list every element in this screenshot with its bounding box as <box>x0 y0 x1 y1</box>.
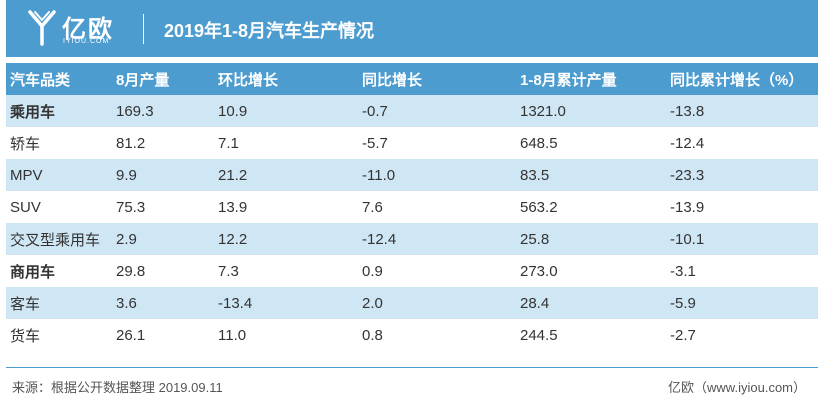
row-category: 交叉型乘用车 <box>10 231 101 249</box>
header-divider <box>143 14 144 44</box>
cell-cumulative-yoy-growth: -10.1 <box>670 230 705 248</box>
table-row: 客车 3.6 -13.4 2.0 28.4 -5.9 <box>6 287 818 319</box>
table-bottom-rule <box>6 367 818 368</box>
cell-cumulative-yoy-growth: -3.1 <box>670 262 696 280</box>
table-row: 乘用车 169.3 10.9 -0.7 1321.0 -13.8 <box>6 95 818 127</box>
cell-august-output: 81.2 <box>116 134 146 152</box>
table-row: 交叉型乘用车 2.9 12.2 -12.4 25.8 -10.1 <box>6 223 818 255</box>
cell-cumulative-output: 273.0 <box>520 262 558 280</box>
cell-cumulative-yoy-growth: -12.4 <box>670 134 705 152</box>
cell-cumulative-yoy-growth: -23.3 <box>670 166 705 184</box>
cell-yoy-growth: -11.0 <box>362 166 396 184</box>
cell-mom-growth: -13.4 <box>218 294 253 312</box>
row-category: MPV <box>10 166 43 184</box>
cell-august-output: 9.9 <box>116 166 137 184</box>
table-row: SUV 75.3 13.9 7.6 563.2 -13.9 <box>6 191 818 223</box>
credit-note: 亿欧（www.iyiou.com） <box>668 380 806 395</box>
column-header-category: 汽车品类 <box>10 71 71 89</box>
row-category: 轿车 <box>10 135 41 153</box>
row-category: 乘用车 <box>10 103 56 121</box>
table-row: 货车 26.1 11.0 0.8 244.5 -2.7 <box>6 319 818 351</box>
table-header-row: 汽车品类 8月产量 环比增长 同比增长 1-8月累计产量 同比累计增长（%） <box>6 63 818 95</box>
logo-y-icon <box>28 10 56 46</box>
table-row: 商用车 29.8 7.3 0.9 273.0 -3.1 <box>6 255 818 287</box>
logo-text: 亿欧 <box>62 16 114 43</box>
cell-august-output: 26.1 <box>116 326 146 344</box>
column-header-cumulative-output: 1-8月累计产量 <box>520 71 617 89</box>
cell-august-output: 2.9 <box>116 230 137 248</box>
column-header-yoy-growth: 同比增长 <box>362 71 423 89</box>
cell-yoy-growth: -0.7 <box>362 102 388 120</box>
cell-yoy-growth: 7.6 <box>362 198 383 216</box>
title-banner: 亿欧 IYIOU.COM 2019年1-8月汽车生产情况 <box>6 0 818 57</box>
cell-august-output: 29.8 <box>116 262 146 280</box>
row-category: 商用车 <box>10 263 56 281</box>
column-header-mom-growth: 环比增长 <box>218 71 279 89</box>
logo-subtext: IYIOU.COM <box>63 38 110 45</box>
table-row: 轿车 81.2 7.1 -5.7 648.5 -12.4 <box>6 127 818 159</box>
source-note: 来源：根据公开数据整理 2019.09.11 <box>12 380 223 395</box>
cell-mom-growth: 11.0 <box>218 326 247 344</box>
cell-cumulative-yoy-growth: -13.8 <box>670 102 705 120</box>
row-category: SUV <box>10 198 41 216</box>
cell-cumulative-yoy-growth: -5.9 <box>670 294 696 312</box>
cell-cumulative-output: 28.4 <box>520 294 550 312</box>
cell-mom-growth: 7.3 <box>218 262 239 280</box>
cell-cumulative-output: 648.5 <box>520 134 558 152</box>
column-header-august-output: 8月产量 <box>116 71 170 89</box>
cell-mom-growth: 7.1 <box>218 134 239 152</box>
cell-cumulative-yoy-growth: -13.9 <box>670 198 705 216</box>
cell-yoy-growth: -12.4 <box>362 230 397 248</box>
cell-yoy-growth: -5.7 <box>362 134 388 152</box>
row-category: 货车 <box>10 327 41 345</box>
cell-mom-growth: 13.9 <box>218 198 248 216</box>
brand-logo: 亿欧 IYIOU.COM <box>28 8 138 50</box>
cell-august-output: 169.3 <box>116 102 154 120</box>
cell-august-output: 75.3 <box>116 198 146 216</box>
cell-cumulative-output: 1321.0 <box>520 102 566 120</box>
cell-yoy-growth: 0.8 <box>362 326 383 344</box>
cell-cumulative-yoy-growth: -2.7 <box>670 326 696 344</box>
cell-yoy-growth: 0.9 <box>362 262 383 280</box>
cell-mom-growth: 10.9 <box>218 102 248 120</box>
cell-cumulative-output: 25.8 <box>520 230 550 248</box>
cell-cumulative-output: 83.5 <box>520 166 550 184</box>
column-header-cumulative-yoy-growth: 同比累计增长（%） <box>670 71 804 89</box>
table-row: MPV 9.9 21.2 -11.0 83.5 -23.3 <box>6 159 818 191</box>
cell-yoy-growth: 2.0 <box>362 294 383 312</box>
cell-mom-growth: 21.2 <box>218 166 248 184</box>
page-title: 2019年1-8月汽车生产情况 <box>164 21 375 41</box>
cell-mom-growth: 12.2 <box>218 230 248 248</box>
production-table: 汽车品类 8月产量 环比增长 同比增长 1-8月累计产量 同比累计增长（%） 乘… <box>6 63 818 351</box>
cell-cumulative-output: 563.2 <box>520 198 558 216</box>
cell-august-output: 3.6 <box>116 294 137 312</box>
row-category: 客车 <box>10 295 41 313</box>
cell-cumulative-output: 244.5 <box>520 326 558 344</box>
